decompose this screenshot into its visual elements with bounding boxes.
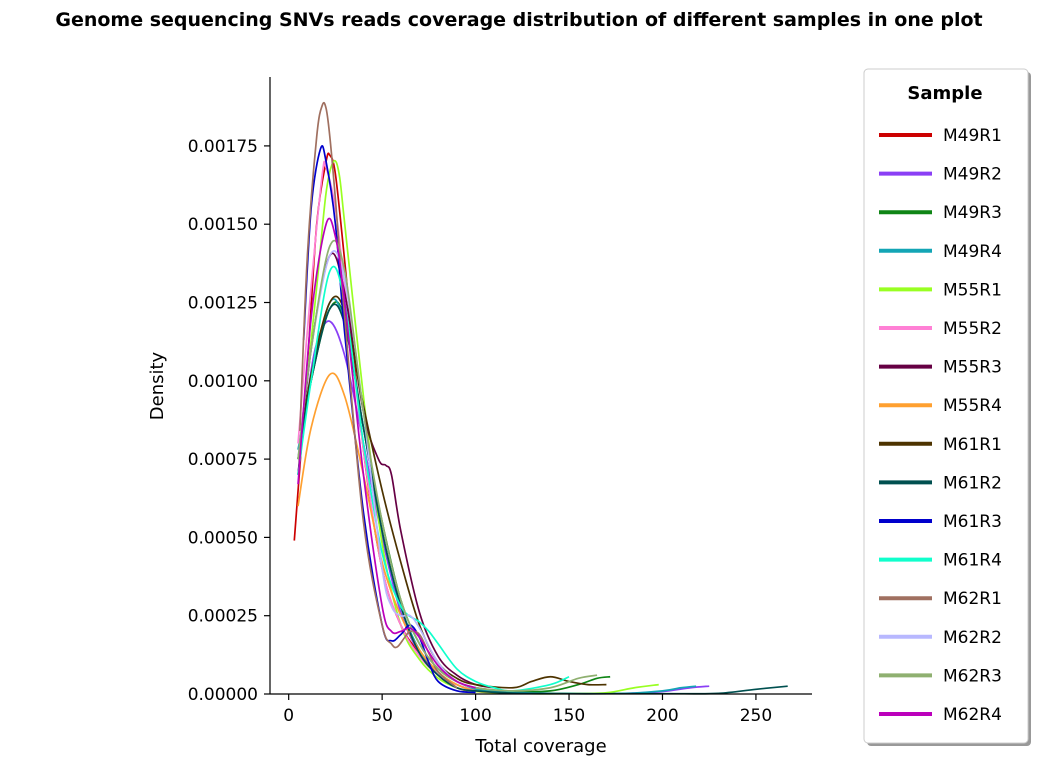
legend-label: M62R4 <box>943 705 1002 725</box>
series-line-m49r4 <box>297 298 697 695</box>
x-tick-label: 100 <box>459 706 491 726</box>
legend-label: M49R3 <box>943 203 1002 223</box>
y-tick-label: 0.00075 <box>188 450 258 470</box>
y-tick-label: 0.00000 <box>188 685 258 705</box>
legend-label: M62R1 <box>943 589 1002 609</box>
legend-label: M61R1 <box>943 435 1002 455</box>
x-tick-label: 150 <box>553 706 585 726</box>
x-tick-label: 200 <box>646 706 678 726</box>
legend-label: M55R1 <box>943 280 1002 300</box>
legend-title: Sample <box>907 83 982 104</box>
legend: Sample M49R1 M49R2 M49R3 M49R4 M55R1 M55R2 M55… <box>863 68 1031 746</box>
series-line-m55r3 <box>297 252 495 689</box>
legend-label: M61R4 <box>943 551 1002 571</box>
y-tick-label: 0.00125 <box>188 294 258 314</box>
y-tick-label: 0.00150 <box>188 215 258 235</box>
plot-area: 0 50 100 150 200 250 0.000000.000250.000500.0… <box>188 77 812 726</box>
series-line-m62r3 <box>297 239 598 692</box>
series-line-m62r1 <box>299 101 458 689</box>
legend-item: M61R1 <box>879 435 1002 455</box>
y-tick-label: 0.00025 <box>188 607 258 627</box>
series-line-m62r2 <box>297 250 476 689</box>
legend-item: M55R3 <box>879 358 1002 378</box>
legend-label: M55R3 <box>943 358 1002 378</box>
legend-label: M55R4 <box>943 396 1002 416</box>
y-tick-label: 0.00050 <box>188 528 258 548</box>
legend-label: M55R2 <box>943 319 1002 339</box>
x-tick-label: 50 <box>371 706 393 726</box>
series-line-m55r2 <box>297 160 476 692</box>
legend-item: M61R4 <box>879 551 1002 571</box>
legend-box <box>863 68 1029 744</box>
legend-items: M49R1 M49R2 M49R3 M49R4 M55R1 M55R2 M55R3 M55R4… <box>879 126 1002 725</box>
y-tick-label: 0.00100 <box>188 372 258 392</box>
legend-item: M62R4 <box>879 705 1002 725</box>
x-axis-label: Total coverage <box>474 736 606 757</box>
legend-item: M61R2 <box>879 473 1002 493</box>
legend-item: M49R2 <box>879 165 1002 185</box>
legend-item: M62R3 <box>879 666 1002 686</box>
series-line-m61r3 <box>302 145 476 694</box>
legend-item: M61R3 <box>879 512 1002 532</box>
legend-item: M49R1 <box>879 126 1002 146</box>
series-line-m62r4 <box>297 217 476 689</box>
legend-item: M62R1 <box>879 589 1002 609</box>
legend-label: M49R1 <box>943 126 1002 146</box>
legend-item: M49R4 <box>879 242 1002 262</box>
chart-title: Genome sequencing SNVs reads coverage di… <box>55 9 982 31</box>
legend-label: M61R3 <box>943 512 1002 532</box>
y-axis-label: Density <box>147 351 168 420</box>
legend-item: M55R1 <box>879 280 1002 300</box>
series-lines <box>293 101 788 695</box>
x-tick-label: 250 <box>740 706 772 726</box>
y-axis-ticks: 0.00000 0.00025 0.00050 0.00075 0.00100 0.001… <box>188 137 270 705</box>
legend-label: M49R2 <box>943 165 1002 185</box>
legend-item: M55R2 <box>879 319 1002 339</box>
series-line-m49r3 <box>297 301 611 693</box>
series-line-m55r4 <box>297 372 495 694</box>
legend-label: M49R4 <box>943 242 1002 262</box>
y-tick-label: 0.00175 <box>188 137 258 157</box>
legend-item: M62R2 <box>879 628 1002 648</box>
legend-item: M55R4 <box>879 396 1002 416</box>
x-axis-ticks: 0 50 100 150 200 250 <box>283 694 772 726</box>
legend-label: M62R2 <box>943 628 1002 648</box>
legend-item: M49R3 <box>879 203 1002 223</box>
series-line-m55r1 <box>302 159 659 695</box>
legend-label: M61R2 <box>943 473 1002 493</box>
x-tick-label: 0 <box>283 706 294 726</box>
legend-label: M62R3 <box>943 666 1002 686</box>
series-line-m61r4 <box>297 265 570 692</box>
